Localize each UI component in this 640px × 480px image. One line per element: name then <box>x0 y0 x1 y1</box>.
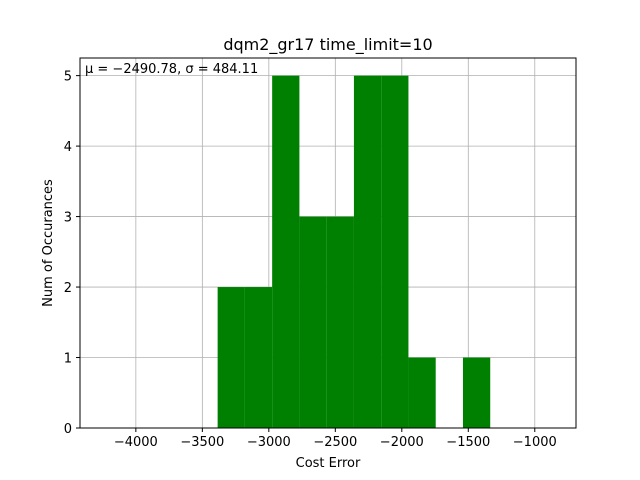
ticks-layer: −4000 −3500 −3000 −2500 −2000 −1500 −1000 0 1 2 3 4… <box>64 70 557 450</box>
x-tick-label: −3000 <box>247 435 291 450</box>
histogram-bar <box>462 357 491 428</box>
histogram-bar <box>217 287 245 428</box>
x-tick-label: −3500 <box>180 435 224 450</box>
histogram-bar <box>326 216 354 428</box>
y-axis-label: Num of Occurances <box>41 179 56 307</box>
histogram-bar <box>244 287 273 428</box>
chart-title: dqm2_gr17 time_limit=10 <box>223 35 432 55</box>
bars-layer <box>217 75 491 428</box>
histogram-bar <box>353 75 382 428</box>
histogram-bar <box>381 75 409 428</box>
x-tick-label: −1000 <box>513 435 557 450</box>
x-tick-label: −1500 <box>446 435 490 450</box>
x-tick-label: −2000 <box>380 435 424 450</box>
x-tick-label: −2500 <box>313 435 357 450</box>
histogram-bar <box>299 216 327 428</box>
histogram-bar <box>272 75 300 428</box>
plot-frame <box>79 57 577 429</box>
y-tick-label: 5 <box>64 70 72 85</box>
y-tick-label: 4 <box>64 140 72 155</box>
x-tick-label: −4000 <box>114 435 158 450</box>
x-axis-label: Cost Error <box>296 456 361 471</box>
y-tick-label: 2 <box>64 281 72 296</box>
stats-annotation: μ = −2490.78, σ = 484.11 <box>85 62 258 77</box>
histogram-bar <box>408 357 436 428</box>
y-tick-label: 1 <box>64 352 72 367</box>
y-tick-label: 3 <box>64 211 72 226</box>
y-tick-label: 0 <box>64 422 72 437</box>
